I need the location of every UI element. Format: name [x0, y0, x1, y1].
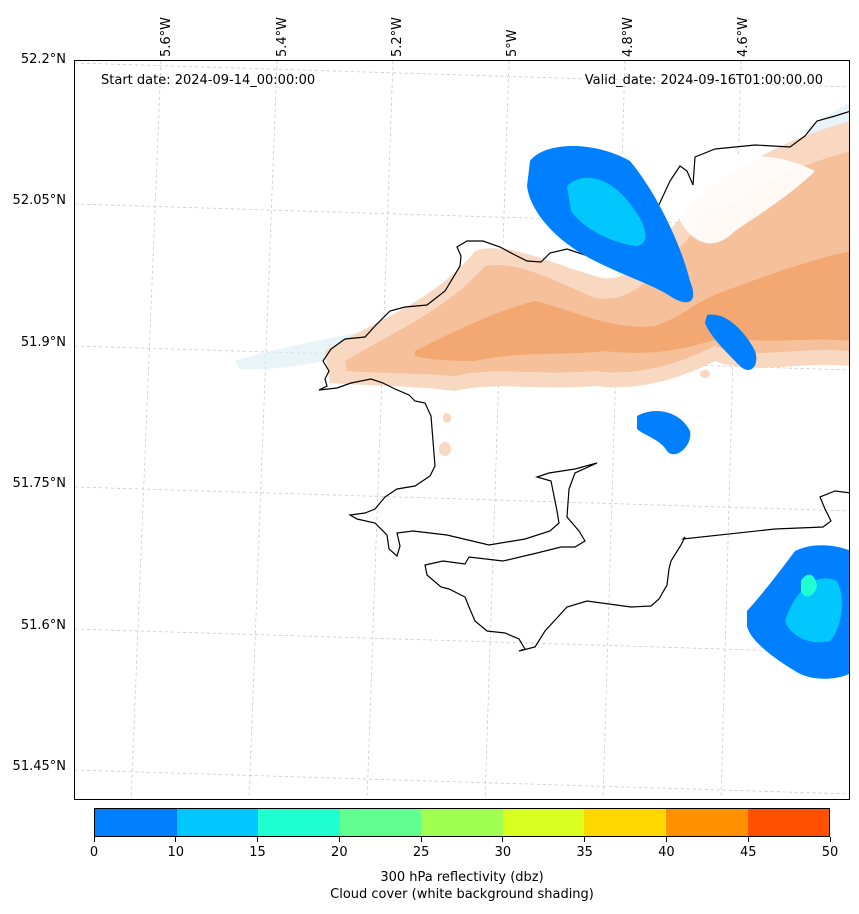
colorbar-tick-5 [502, 837, 504, 842]
lat-label-51.45n: 51.45°N [12, 759, 66, 774]
lat-label-51.6n: 51.6°N [20, 618, 66, 633]
cloud-gap [675, 155, 815, 244]
colorbar-segment-8 [747, 809, 830, 836]
colorbar-segment-0 [95, 809, 177, 836]
colorbar-tick-8 [747, 837, 749, 842]
colorbar-label-line2: Cloud cover (white background shading) [330, 887, 594, 902]
colorbar-tick-label-6: 35 [576, 845, 593, 860]
map-area: Start date: 2024-09-14_00:00:00 Valid_da… [74, 60, 850, 800]
colorbar [94, 808, 830, 837]
colorbar-tick-2 [257, 837, 259, 842]
lon-label-5.6w: 5.6°W [159, 16, 174, 57]
lon-label-4.6w: 4.6°W [736, 16, 751, 57]
colorbar-segment-4 [421, 809, 503, 836]
start-date-label: Start date: 2024-09-14_00:00:00 [101, 73, 315, 88]
colorbar-label-line1: 300 hPa reflectivity (dbz) [380, 870, 544, 885]
colorbar-tick-7 [665, 837, 667, 842]
reflectivity-cells [527, 146, 849, 679]
lat-label-52.2n: 52.2°N [20, 52, 66, 67]
colorbar-tick-9 [829, 837, 831, 842]
colorbar-segment-5 [502, 809, 585, 836]
colorbar-tick-label-2: 15 [249, 845, 266, 860]
lat-label-51.75n: 51.75°N [12, 476, 66, 491]
colorbar-tick-label-1: 10 [167, 845, 185, 860]
lon-label-4.8w: 4.8°W [621, 16, 636, 57]
colorbar-tick-label-5: 30 [494, 845, 512, 860]
coastline [318, 110, 849, 391]
colorbar-tick-label-8: 45 [739, 845, 757, 860]
colorbar-segment-1 [176, 809, 259, 836]
colorbar-tick-4 [420, 837, 422, 842]
colorbar-tick-label-4: 25 [412, 845, 430, 860]
lon-label-5.2w: 5.2°W [390, 16, 405, 57]
colorbar-segment-2 [258, 809, 340, 836]
colorbar-segment-3 [339, 809, 422, 836]
lon-label-5w: 5°W [505, 29, 520, 57]
faint-cloud-edge [235, 102, 849, 370]
colorbar-segment-7 [665, 809, 748, 836]
lat-label-51.9n: 51.9°N [20, 335, 66, 350]
valid-date-label: Valid_date: 2024-09-16T01:00:00.00 [585, 73, 823, 88]
coastline-south [318, 378, 849, 652]
colorbar-tick-label-7: 40 [658, 845, 675, 860]
colorbar-segment-6 [584, 809, 666, 836]
colorbar-tick-0 [93, 837, 95, 842]
colorbar-tick-6 [584, 837, 586, 842]
lon-label-5.4w: 5.4°W [275, 16, 290, 57]
colorbar-tick-1 [175, 837, 177, 842]
colorbar-tick-3 [338, 837, 340, 842]
map-canvas: Start date: 2024-09-14_00:00:00 Valid_da… [75, 61, 849, 799]
colorbar-tick-label-3: 20 [331, 845, 348, 860]
colorbar-tick-label-9: 50 [821, 845, 839, 860]
colorbar-tick-label-0: 0 [89, 845, 99, 860]
lat-label-52.05n: 52.05°N [12, 193, 66, 208]
